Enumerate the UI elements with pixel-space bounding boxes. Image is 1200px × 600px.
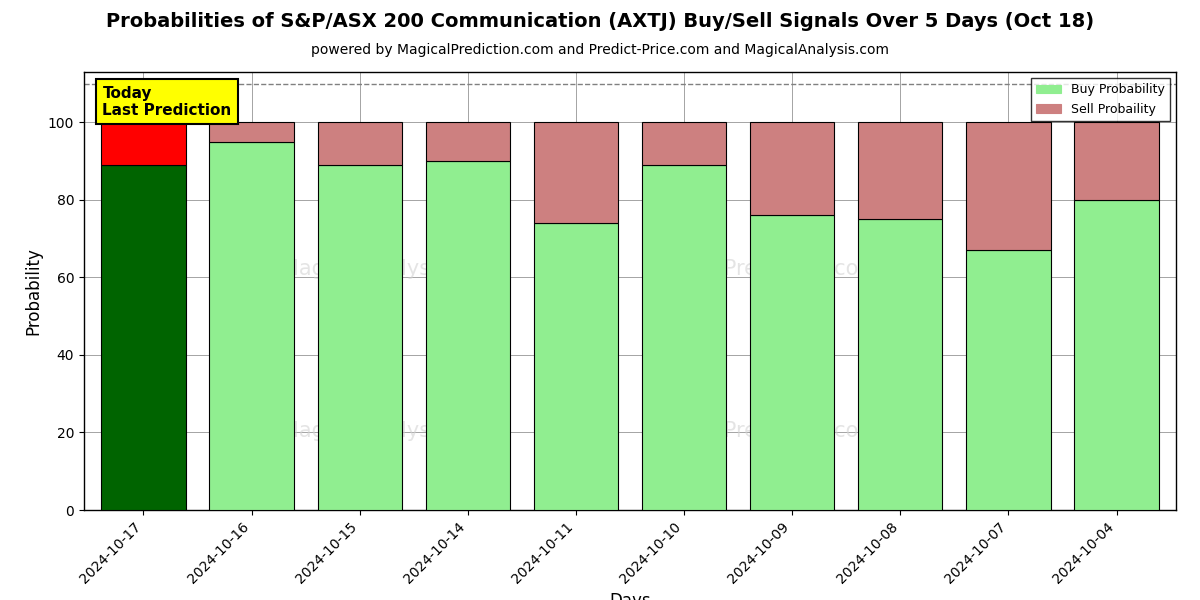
- Bar: [426, 122, 510, 161]
- Bar: [750, 122, 834, 215]
- Bar: [966, 250, 1050, 510]
- Text: MagicalAnalysis.com: MagicalAnalysis.com: [281, 421, 498, 441]
- Bar: [101, 122, 186, 165]
- Text: Probabilities of S&P/ASX 200 Communication (AXTJ) Buy/Sell Signals Over 5 Days (: Probabilities of S&P/ASX 200 Communicati…: [106, 12, 1094, 31]
- Bar: [966, 122, 1050, 250]
- Bar: [534, 223, 618, 510]
- Bar: [210, 122, 294, 142]
- Text: Today
Last Prediction: Today Last Prediction: [102, 86, 232, 118]
- Text: MagicalPrediction.com: MagicalPrediction.com: [643, 259, 878, 279]
- Bar: [642, 122, 726, 165]
- Text: MagicalAnalysis.com: MagicalAnalysis.com: [281, 259, 498, 279]
- Bar: [210, 142, 294, 510]
- Text: MagicalPrediction.com: MagicalPrediction.com: [643, 421, 878, 441]
- Bar: [101, 165, 186, 510]
- Bar: [750, 215, 834, 510]
- Bar: [318, 122, 402, 165]
- Legend: Buy Probability, Sell Probaility: Buy Probability, Sell Probaility: [1031, 78, 1170, 121]
- Bar: [1074, 122, 1159, 200]
- Bar: [534, 122, 618, 223]
- Text: powered by MagicalPrediction.com and Predict-Price.com and MagicalAnalysis.com: powered by MagicalPrediction.com and Pre…: [311, 43, 889, 57]
- Bar: [426, 161, 510, 510]
- Bar: [858, 219, 942, 510]
- Bar: [318, 165, 402, 510]
- Bar: [1074, 200, 1159, 510]
- Y-axis label: Probability: Probability: [24, 247, 42, 335]
- Bar: [858, 122, 942, 219]
- Bar: [642, 165, 726, 510]
- X-axis label: Days: Days: [610, 592, 650, 600]
